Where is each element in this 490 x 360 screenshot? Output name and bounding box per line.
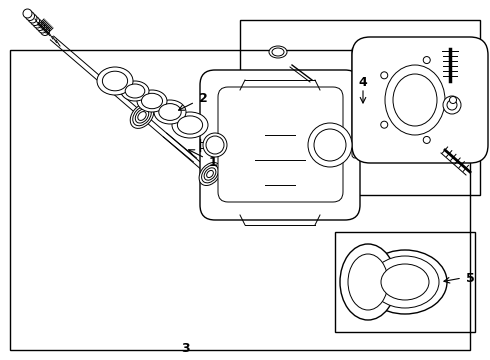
Ellipse shape bbox=[314, 129, 346, 161]
FancyBboxPatch shape bbox=[200, 70, 360, 220]
FancyBboxPatch shape bbox=[352, 37, 488, 163]
Ellipse shape bbox=[308, 123, 352, 167]
Circle shape bbox=[35, 22, 45, 31]
Circle shape bbox=[33, 19, 42, 28]
Ellipse shape bbox=[159, 104, 181, 120]
FancyBboxPatch shape bbox=[352, 47, 438, 158]
Circle shape bbox=[25, 12, 34, 21]
Ellipse shape bbox=[206, 136, 224, 154]
Ellipse shape bbox=[340, 244, 396, 320]
Ellipse shape bbox=[137, 90, 167, 112]
Circle shape bbox=[423, 136, 430, 143]
Ellipse shape bbox=[381, 264, 429, 300]
Text: 4: 4 bbox=[359, 76, 368, 89]
Ellipse shape bbox=[363, 250, 447, 314]
Ellipse shape bbox=[125, 84, 145, 98]
Ellipse shape bbox=[138, 112, 146, 121]
Circle shape bbox=[381, 121, 388, 128]
Circle shape bbox=[30, 17, 40, 26]
Ellipse shape bbox=[203, 133, 227, 157]
Bar bbox=[335, 232, 475, 332]
Ellipse shape bbox=[154, 100, 186, 124]
Circle shape bbox=[23, 9, 32, 18]
Ellipse shape bbox=[133, 106, 151, 126]
Ellipse shape bbox=[272, 48, 284, 56]
Circle shape bbox=[447, 100, 457, 110]
Text: 2: 2 bbox=[198, 91, 207, 104]
Ellipse shape bbox=[172, 112, 208, 138]
Bar bbox=[240, 20, 480, 195]
Ellipse shape bbox=[348, 254, 388, 310]
Circle shape bbox=[381, 72, 388, 79]
Text: 1: 1 bbox=[209, 156, 218, 168]
FancyBboxPatch shape bbox=[218, 87, 343, 202]
Circle shape bbox=[41, 27, 49, 36]
Ellipse shape bbox=[130, 104, 154, 129]
Ellipse shape bbox=[204, 168, 216, 180]
Ellipse shape bbox=[385, 65, 445, 135]
Ellipse shape bbox=[269, 46, 287, 58]
Circle shape bbox=[449, 96, 457, 104]
Text: 5: 5 bbox=[466, 271, 474, 284]
Ellipse shape bbox=[97, 67, 133, 95]
Ellipse shape bbox=[207, 170, 213, 177]
Ellipse shape bbox=[201, 165, 219, 183]
Ellipse shape bbox=[199, 162, 221, 185]
Circle shape bbox=[28, 14, 37, 23]
Circle shape bbox=[423, 57, 430, 64]
Bar bbox=[10, 50, 470, 350]
Text: 3: 3 bbox=[181, 342, 189, 355]
Circle shape bbox=[443, 96, 461, 114]
Ellipse shape bbox=[121, 81, 149, 101]
Ellipse shape bbox=[371, 256, 439, 308]
Circle shape bbox=[38, 24, 47, 33]
Ellipse shape bbox=[135, 109, 149, 123]
Ellipse shape bbox=[142, 93, 163, 109]
Ellipse shape bbox=[177, 116, 202, 134]
Ellipse shape bbox=[393, 74, 437, 126]
Ellipse shape bbox=[102, 71, 127, 91]
